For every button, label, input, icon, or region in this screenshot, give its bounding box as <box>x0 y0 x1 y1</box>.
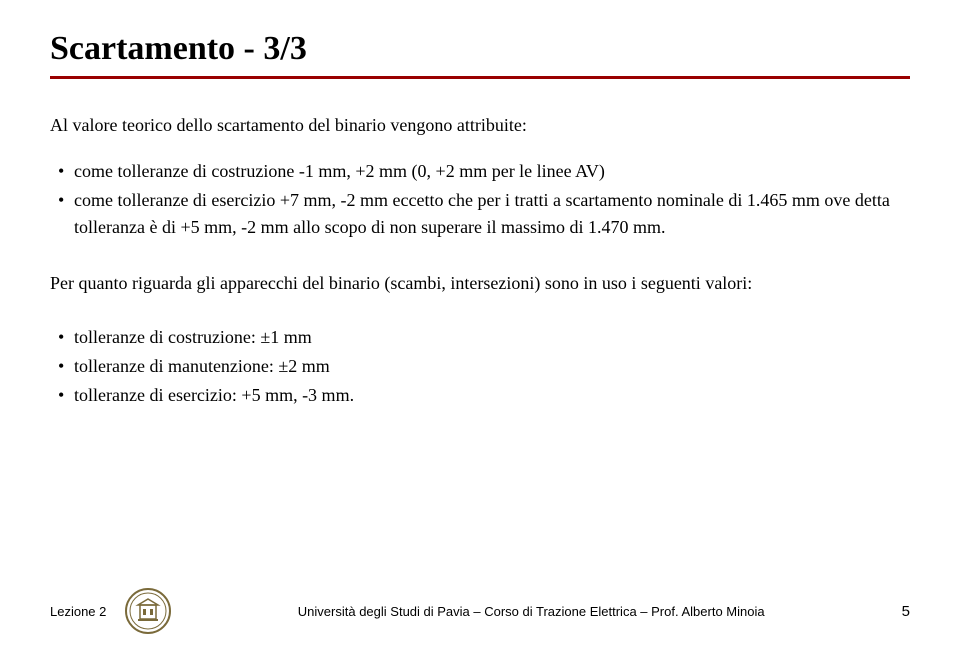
list-item: tolleranze di esercizio: +5 mm, -3 mm. <box>58 382 910 409</box>
footer-center-text: Università degli Studi di Pavia – Corso … <box>172 604 890 619</box>
list-item: come tolleranze di esercizio +7 mm, -2 m… <box>58 187 910 241</box>
list-item: tolleranze di manutenzione: ±2 mm <box>58 353 910 380</box>
page-number: 5 <box>890 603 910 620</box>
slide-footer: Lezione 2 Università degli Studi di Pavi… <box>0 587 960 635</box>
list-item: come tolleranze di costruzione -1 mm, +2… <box>58 158 910 185</box>
footer-left: Lezione 2 <box>50 587 172 635</box>
bullet-list-1: come tolleranze di costruzione -1 mm, +2… <box>58 158 910 241</box>
intro-text: Al valore teorico dello scartamento del … <box>50 115 910 136</box>
lesson-label: Lezione 2 <box>50 604 106 619</box>
list-item: tolleranze di costruzione: ±1 mm <box>58 324 910 351</box>
bullet-list-2: tolleranze di costruzione: ±1 mm tollera… <box>58 324 910 409</box>
slide-container: Scartamento - 3/3 Al valore teorico dell… <box>0 0 960 655</box>
slide-title: Scartamento - 3/3 <box>50 30 910 68</box>
paragraph-2: Per quanto riguarda gli apparecchi del b… <box>50 271 910 296</box>
title-underline <box>50 76 910 79</box>
university-logo-icon <box>124 587 172 635</box>
